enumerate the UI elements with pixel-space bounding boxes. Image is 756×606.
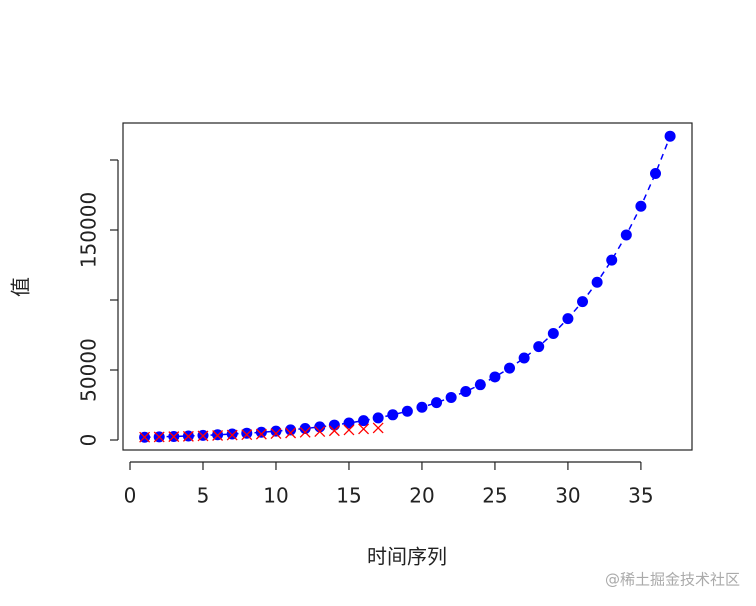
point (241, 427, 253, 439)
point (343, 424, 355, 436)
point (533, 341, 545, 353)
x-tick-label: 0 (124, 484, 137, 508)
point (255, 426, 267, 438)
point (460, 385, 472, 397)
x-tick-label: 15 (336, 484, 361, 508)
point (343, 417, 355, 429)
point (226, 428, 238, 440)
point (664, 130, 676, 142)
point (387, 409, 399, 421)
point (547, 328, 559, 340)
x-tick-label: 10 (263, 484, 288, 508)
point (401, 405, 413, 417)
point (650, 168, 662, 180)
point (416, 401, 428, 413)
point (139, 431, 151, 443)
point (474, 379, 486, 391)
x-tick-label: 5 (197, 484, 210, 508)
point (635, 200, 647, 212)
y-axis-label: 值 (9, 277, 33, 297)
point (445, 391, 457, 403)
point (328, 419, 340, 431)
point (255, 428, 267, 440)
x-tick-label: 20 (409, 484, 434, 508)
point (577, 296, 589, 308)
point (182, 430, 194, 442)
point (562, 313, 574, 325)
point (372, 422, 384, 434)
point (358, 415, 370, 427)
point (431, 397, 443, 409)
point (270, 428, 282, 440)
watermark: @稀土掘金技术社区 (605, 571, 740, 589)
x-tick-label: 30 (555, 484, 580, 508)
x-axis-label: 时间序列 (367, 545, 447, 569)
x-tick-label: 25 (482, 484, 507, 508)
point (606, 254, 618, 266)
point (372, 412, 384, 424)
point (314, 426, 326, 438)
point (197, 430, 209, 442)
x-tick-label: 35 (628, 484, 653, 508)
point (504, 362, 516, 374)
point (620, 229, 632, 241)
point (226, 429, 238, 441)
y-tick-label: 150000 (77, 192, 101, 268)
point (241, 429, 253, 441)
point (212, 430, 224, 441)
trend-line (144, 135, 671, 439)
point (299, 426, 311, 438)
point (328, 425, 340, 437)
y-tick-label: 0 (77, 434, 101, 447)
point (285, 424, 297, 436)
point (270, 425, 282, 437)
point (299, 423, 311, 435)
point (285, 427, 297, 439)
plot-frame (122, 122, 693, 451)
point (489, 371, 501, 383)
point (591, 276, 603, 288)
point (518, 352, 530, 364)
point (168, 431, 180, 443)
point (358, 423, 370, 435)
y-tick-label: 50000 (77, 338, 101, 402)
point (153, 431, 165, 443)
